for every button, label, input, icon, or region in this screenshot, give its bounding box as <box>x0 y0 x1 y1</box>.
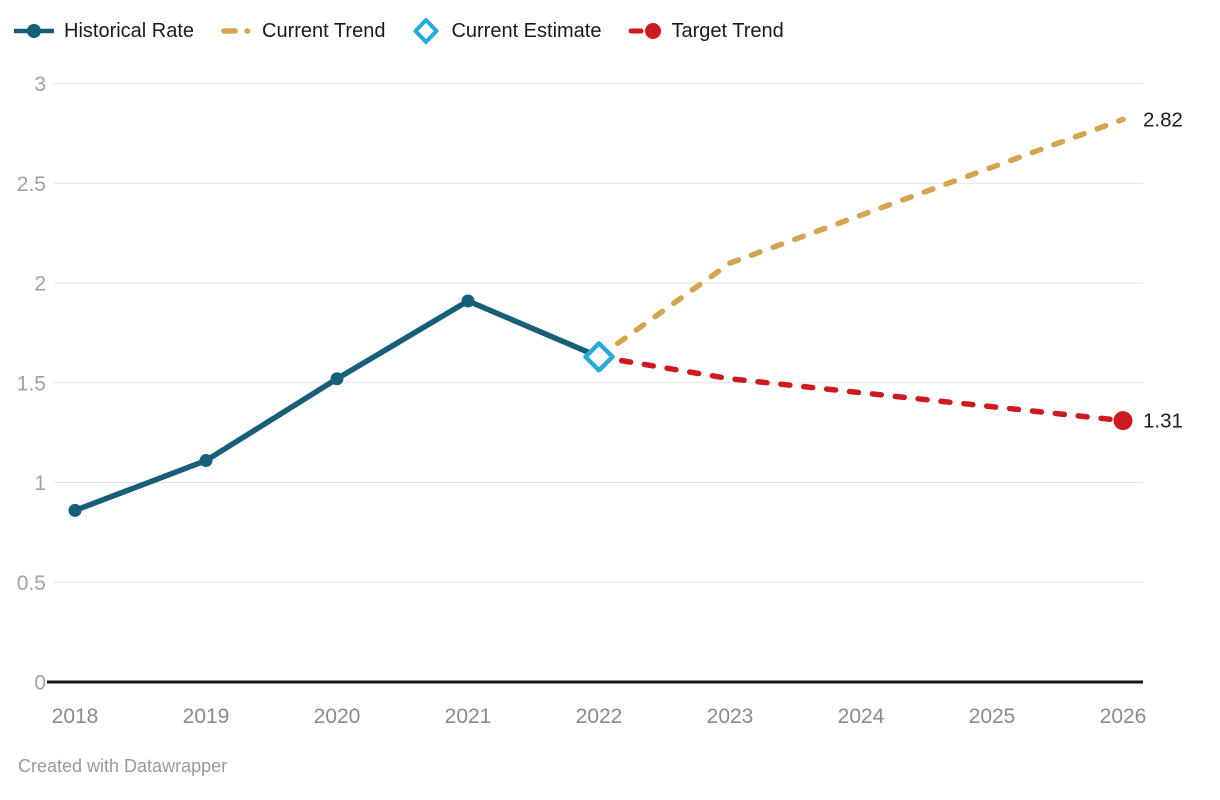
x-tick-label: 2020 <box>314 705 361 728</box>
target-trend-end-point <box>1113 411 1133 431</box>
y-tick-label: 0.5 <box>17 572 46 595</box>
y-tick-label: 3 <box>34 73 46 96</box>
legend-label: Current Trend <box>262 20 386 42</box>
historical-rate-line <box>74 298 601 514</box>
dashed-line-icon <box>221 28 251 34</box>
x-tick-label: 2019 <box>183 705 230 728</box>
historical-rate-point <box>461 294 475 308</box>
legend-label: Historical Rate <box>64 20 195 42</box>
x-tick-label: 2018 <box>52 705 99 728</box>
historical-rate-point <box>68 503 82 517</box>
target-trend-end-label: 1.31 <box>1143 410 1183 433</box>
diamond-icon <box>413 18 439 44</box>
line-with-dot-icon <box>14 24 54 38</box>
y-tick-label: 0 <box>34 672 46 695</box>
legend-item-historical-rate: Historical Rate <box>12 16 194 46</box>
y-tick-label: 1.5 <box>17 372 46 395</box>
x-tick-label: 2021 <box>445 705 492 728</box>
dash-with-dot-icon <box>628 23 661 39</box>
historical-rate-point <box>199 454 213 468</box>
current-trend-line <box>596 116 1126 360</box>
current-trend-end-label: 2.82 <box>1143 108 1183 131</box>
chart-legend: Historical Rate Current Trend Current Es… <box>12 16 784 46</box>
legend-label: Target Trend <box>671 20 784 42</box>
y-tick-label: 2 <box>34 273 46 296</box>
legend-label: Current Estimate <box>451 20 602 42</box>
x-tick-label: 2022 <box>576 705 623 728</box>
current-estimate-diamond-marker <box>583 341 615 373</box>
legend-item-current-trend: Current Trend <box>220 16 385 46</box>
x-tick-label: 2026 <box>1100 705 1147 728</box>
x-tick-label: 2024 <box>838 705 885 728</box>
x-tick-label: 2023 <box>707 705 754 728</box>
target-trend-line <box>596 354 1126 424</box>
x-tick-label: 2025 <box>969 705 1016 728</box>
historical-rate-point <box>330 372 344 386</box>
legend-item-current-estimate: Current Estimate <box>411 16 602 46</box>
y-tick-label: 2.5 <box>17 173 46 196</box>
y-tick-label: 1 <box>34 472 46 495</box>
credit-line: Created with Datawrapper <box>18 756 228 776</box>
legend-item-target-trend: Target Trend <box>628 16 784 46</box>
